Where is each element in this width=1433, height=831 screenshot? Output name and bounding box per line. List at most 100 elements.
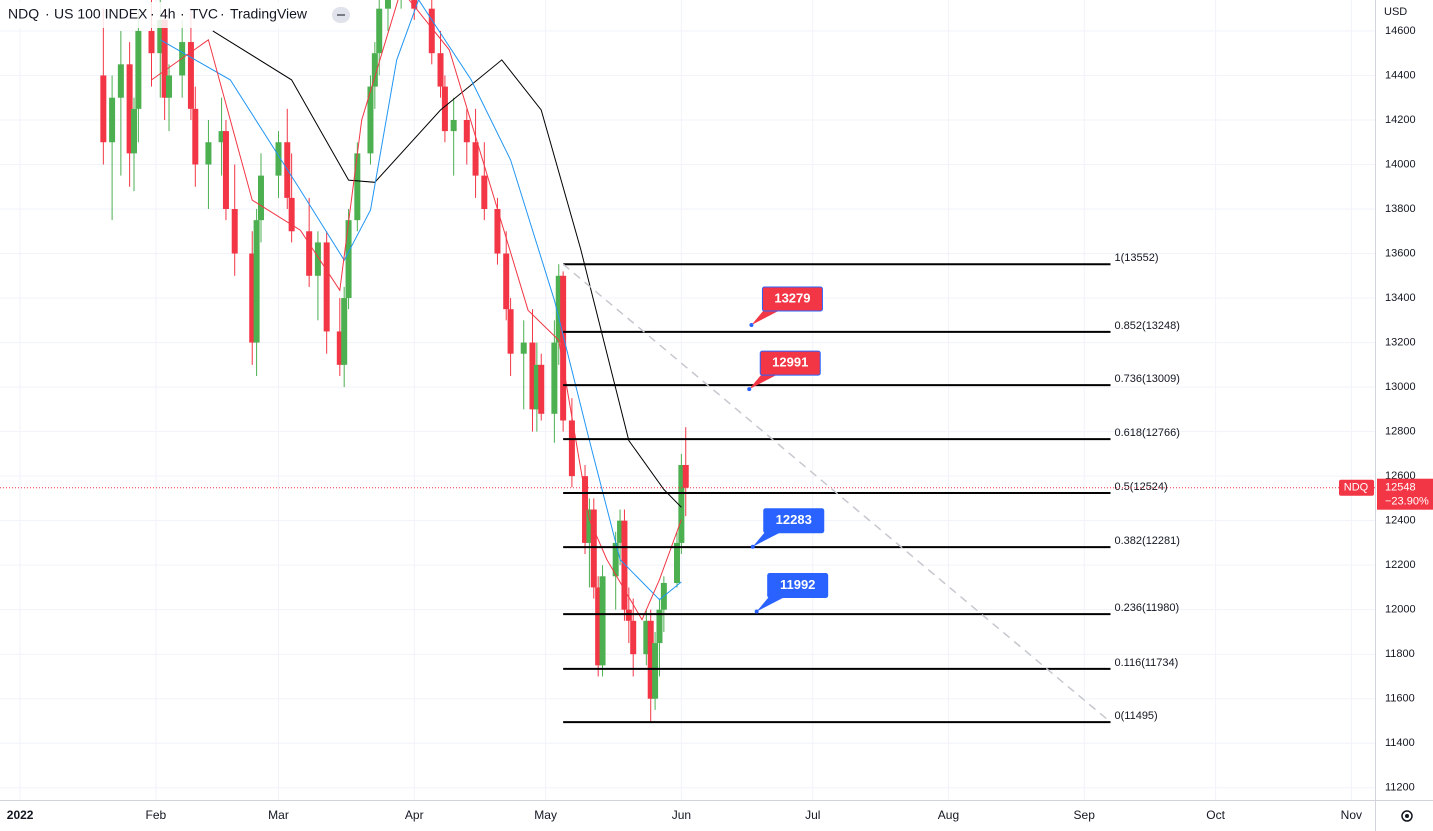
candle-body (529, 342, 536, 410)
y-tick-label: 12000 (1385, 604, 1416, 616)
separator: · (180, 6, 185, 22)
candle-body (682, 464, 689, 488)
candle-body (345, 220, 352, 299)
candle-body (678, 464, 685, 543)
candle-body (647, 620, 654, 699)
fib-label: 0.618(12766) (1115, 427, 1180, 439)
candle-body (166, 75, 173, 98)
candle-body (187, 42, 194, 109)
candle-body (384, 0, 391, 9)
candle-body (599, 576, 606, 666)
plot-area: 1(13552) 0.852(13248) 0.736(13009) 0.618(12… (0, 0, 1375, 800)
symbol-tag (1339, 479, 1374, 496)
fib-label: 0(11495) (1115, 710, 1158, 722)
axes: 1120011400116001180012000122001240012600… (7, 25, 1433, 822)
candle-body (612, 542, 619, 577)
candle-body (555, 275, 562, 343)
callout-label: 13279 (774, 290, 810, 305)
candle-body (630, 620, 637, 655)
candle-body (450, 119, 457, 132)
moving-average (160, 0, 682, 601)
candle-body (275, 142, 282, 176)
candle-body (507, 309, 514, 354)
fib-label: 0.736(13009) (1115, 373, 1180, 385)
candle-body (336, 331, 343, 365)
status-icon (337, 14, 345, 16)
callout-box (763, 508, 825, 534)
candle-body (568, 420, 575, 477)
y-tick-label: 11400 (1385, 737, 1415, 749)
candle-body (306, 231, 313, 276)
candle-body (494, 209, 501, 254)
separator: · (150, 6, 155, 22)
candle-body (148, 30, 155, 54)
trend-line (562, 263, 1111, 723)
candle-body (428, 8, 435, 54)
y-tick-label: 13000 (1385, 381, 1416, 393)
candle-body (135, 30, 142, 109)
x-tick-label: Oct (1206, 808, 1225, 822)
header-interval: 4h (160, 6, 176, 22)
candle-body (437, 53, 444, 87)
callout-box (761, 286, 823, 312)
callout-box (767, 572, 829, 598)
x-tick-label: May (534, 808, 557, 822)
x-tick-label: Feb (146, 808, 167, 822)
y-tick-label: 13600 (1385, 247, 1416, 259)
currency[interactable]: USD (1384, 6, 1407, 18)
candle-body (109, 97, 116, 143)
separator: · (220, 6, 225, 22)
fib-label: 0.116(11734) (1115, 657, 1179, 669)
fib-label: 0.5(12524) (1115, 481, 1168, 493)
candle-body (354, 153, 361, 221)
candle-body (222, 131, 229, 210)
y-tick-label: 11200 (1385, 782, 1415, 794)
candle-body (533, 364, 540, 410)
candle-body (371, 53, 378, 87)
y-tick-label: 13200 (1385, 336, 1416, 348)
candle-body (673, 542, 680, 583)
candle-body (367, 86, 374, 154)
header-name: US 100 INDEX (54, 6, 148, 22)
candle-body (595, 587, 602, 666)
moving-average (212, 30, 682, 508)
candle-body (192, 108, 199, 165)
candle-body (652, 643, 659, 699)
candle-body (520, 342, 527, 354)
x-tick-label: Aug (938, 808, 959, 822)
moving-average (151, 0, 682, 621)
y-tick-label: 11800 (1385, 648, 1415, 660)
callout-box (759, 350, 821, 376)
header-symbol: NDQ (8, 6, 39, 22)
settings-button[interactable] (1401, 810, 1413, 822)
y-tick-label: 12200 (1385, 559, 1416, 571)
callout-label: 11992 (780, 577, 815, 592)
candle-body (376, 8, 383, 54)
header-platform: TradingView (230, 6, 308, 22)
callout-anchor (747, 387, 752, 392)
x-tick-label: Sep (1074, 808, 1096, 822)
candle-body (130, 108, 137, 154)
candle-body (551, 342, 558, 414)
x-tick-label: Nov (1341, 808, 1362, 822)
y-tick-label: 14400 (1385, 69, 1416, 81)
fib-label: 0.236(11980) (1115, 602, 1180, 614)
candle-body (472, 142, 479, 176)
candle-body (205, 142, 212, 165)
candle-body (586, 509, 593, 543)
y-tick-label: 14200 (1385, 114, 1416, 126)
candle-body (323, 242, 330, 332)
callout-label: 12283 (776, 512, 812, 527)
y-tick-label: 13400 (1385, 292, 1416, 304)
candle-body (617, 520, 624, 543)
candle-body (560, 275, 567, 421)
candle-body (218, 131, 225, 143)
separator: · (45, 6, 50, 22)
candle-body (441, 86, 448, 132)
candle-body (161, 19, 168, 98)
symbol-tag-label: NDQ (1344, 482, 1369, 494)
candle-body (341, 298, 348, 365)
candle-body (582, 476, 589, 543)
